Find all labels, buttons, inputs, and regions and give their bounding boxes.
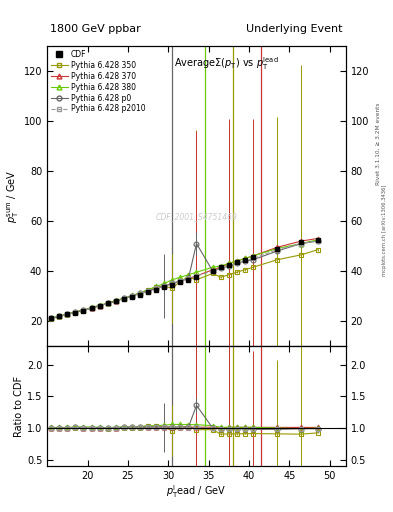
- Text: Rivet 3.1.10, ≥ 3.2M events: Rivet 3.1.10, ≥ 3.2M events: [376, 102, 381, 185]
- Text: mcplots.cern.ch [arXiv:1306.3436]: mcplots.cern.ch [arXiv:1306.3436]: [382, 185, 387, 276]
- Text: CDF_2001_S4751469: CDF_2001_S4751469: [156, 212, 237, 222]
- Text: Average$\Sigma(p_{\rm T})$ vs $p_{\rm T}^{\rm lead}$: Average$\Sigma(p_{\rm T})$ vs $p_{\rm T}…: [174, 55, 279, 72]
- Text: Underlying Event: Underlying Event: [246, 24, 343, 34]
- Y-axis label: $p_{\rm T}^{\rm sum}$ / GeV: $p_{\rm T}^{\rm sum}$ / GeV: [6, 169, 21, 223]
- Text: 1800 GeV ppbar: 1800 GeV ppbar: [50, 24, 141, 34]
- Y-axis label: Ratio to CDF: Ratio to CDF: [14, 375, 24, 437]
- Legend: CDF, Pythia 6.428 350, Pythia 6.428 370, Pythia 6.428 380, Pythia 6.428 p0, Pyth: CDF, Pythia 6.428 350, Pythia 6.428 370,…: [50, 48, 147, 115]
- X-axis label: $p_{\rm T}^{\rm l}$ead / GeV: $p_{\rm T}^{\rm l}$ead / GeV: [166, 483, 227, 500]
